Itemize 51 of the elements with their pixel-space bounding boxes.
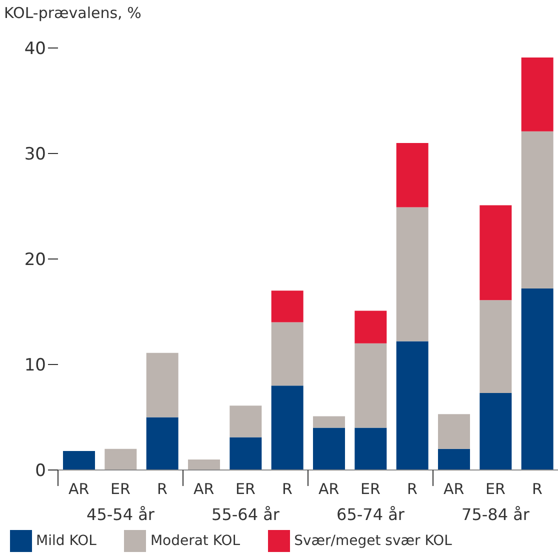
- bar: [396, 341, 428, 470]
- bar: [480, 205, 512, 300]
- x-tick-label: ER: [486, 480, 506, 498]
- bar: [271, 290, 304, 322]
- y-axis-title: KOL-prævalens, %: [4, 4, 142, 22]
- x-tick-label: ER: [360, 480, 380, 498]
- bar: [521, 131, 554, 289]
- bar: [313, 416, 345, 428]
- bar: [188, 459, 220, 470]
- x-tick-label: R: [282, 480, 292, 498]
- x-tick-label: AR: [443, 480, 464, 498]
- y-tick-label: 30: [24, 144, 46, 165]
- bar: [396, 142, 428, 208]
- bar: [438, 448, 470, 470]
- legend-label: Svær/meget svær KOL: [294, 532, 452, 549]
- bar: [480, 300, 512, 393]
- bar: [271, 386, 304, 470]
- bar: [438, 414, 470, 449]
- text: 65-74 år: [336, 505, 405, 524]
- x-tick-label: AR: [68, 480, 90, 498]
- y-tick-label: 10: [24, 356, 46, 376]
- x-tick-label: ER: [236, 480, 256, 498]
- y-tick-label: 0: [35, 461, 46, 482]
- x-tick-label: AR: [318, 480, 340, 498]
- x-tick-label: R: [532, 480, 542, 498]
- legend-label: Moderat KOL: [150, 532, 240, 549]
- bar: [354, 310, 387, 344]
- text: 45-54 år: [86, 505, 155, 524]
- x-tick-label: R: [156, 480, 168, 498]
- y-tick-label: 20: [24, 250, 46, 270]
- text: 75-84 år: [462, 505, 530, 524]
- bar: [354, 343, 387, 428]
- text: 55-64 år: [212, 505, 280, 524]
- x-tick-label: ER: [110, 480, 130, 498]
- bar: [104, 448, 137, 470]
- bar: [354, 428, 387, 470]
- bar: [146, 352, 178, 418]
- bar: [63, 451, 95, 470]
- x-tick-label: AR: [193, 480, 214, 498]
- x-tick-label: R: [406, 480, 418, 498]
- legend-label: Mild KOL: [36, 532, 96, 549]
- bar: [230, 437, 262, 470]
- bar: [521, 57, 554, 132]
- bar: [396, 207, 428, 342]
- bar: [521, 288, 554, 470]
- bar: [480, 392, 512, 470]
- bar: [146, 417, 178, 470]
- bar: [230, 406, 262, 438]
- bar: [313, 428, 345, 470]
- y-tick-label: 40: [24, 39, 46, 60]
- bar: [271, 322, 304, 386]
